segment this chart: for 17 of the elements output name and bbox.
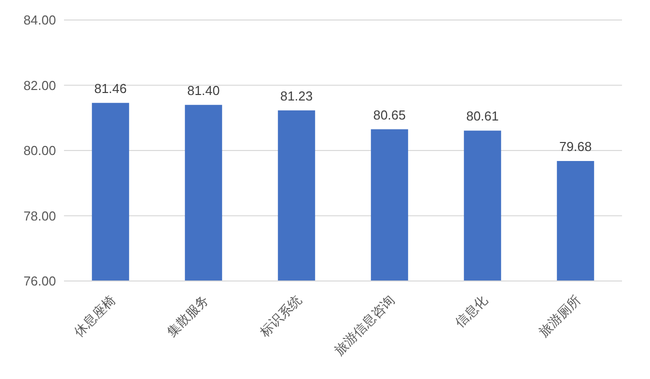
data-label: 81.40: [187, 82, 220, 98]
x-tick-label: 信息化: [452, 292, 490, 330]
x-tick-label: 休息座椅: [70, 292, 118, 340]
y-tick-label: 76.00: [23, 274, 56, 289]
data-label: 80.65: [373, 107, 406, 122]
y-tick-label: 84.00: [23, 12, 56, 28]
data-label: 81.23: [280, 88, 313, 104]
x-tick-label: 旅游厕所: [536, 292, 584, 340]
x-tick-label: 旅游信息咨询: [332, 292, 398, 358]
data-label: 79.68: [559, 138, 592, 154]
x-tick-label: 标识系统: [256, 292, 304, 340]
x-tick-label: 集散服务: [164, 292, 212, 340]
y-tick-label: 78.00: [23, 208, 56, 224]
y-tick-label: 80.00: [23, 143, 56, 158]
data-label: 80.61: [466, 108, 499, 124]
data-label: 81.46: [94, 80, 127, 96]
y-tick-label: 82.00: [23, 78, 56, 93]
